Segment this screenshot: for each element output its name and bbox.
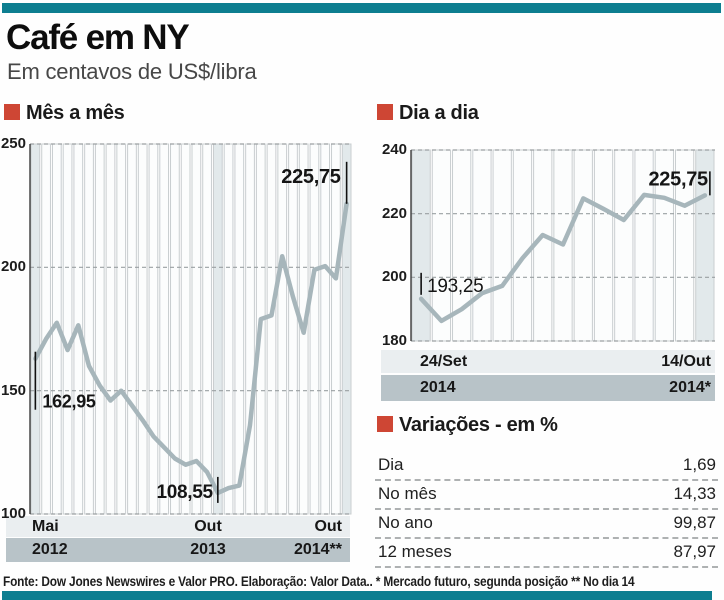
x-axis-label: 2013	[190, 541, 226, 558]
chart-band	[116, 143, 127, 515]
callout-value-label: 225,75	[648, 168, 708, 190]
x-axis-label: 24/Set	[420, 353, 468, 370]
top-accent-bar	[2, 3, 721, 13]
chart-band	[212, 143, 223, 515]
y-axis-tick-label: 100	[0, 505, 26, 522]
variation-value: 14,33	[673, 484, 716, 503]
variation-label: Dia	[378, 455, 404, 474]
variation-row: No mês 14,33	[375, 479, 718, 510]
monthly-x-axis-dates: Mai Out Out	[6, 516, 350, 537]
callout-value-label: 193,25	[427, 276, 483, 297]
monthly-x-axis-years: 2012 2013 2014**	[6, 538, 350, 562]
variation-row: Dia 1,69	[375, 450, 718, 481]
callout-value-label: 225,75	[281, 166, 341, 188]
chart-band	[41, 143, 51, 515]
y-axis-tick-label: 150	[0, 381, 26, 399]
chart-band	[191, 143, 202, 515]
y-axis-tick-label: 250	[0, 135, 26, 152]
y-axis-tick-label: 220	[381, 204, 407, 222]
chart-band	[614, 149, 634, 342]
variation-value: 99,87	[673, 513, 716, 532]
page-title: Café em NY	[6, 18, 190, 57]
section-label-monthly: Mês a mês	[26, 102, 125, 124]
chart-band	[309, 143, 320, 515]
red-square-bullet-icon	[4, 104, 20, 120]
chart-band	[277, 143, 288, 515]
variation-row: 12 meses 87,97	[375, 537, 718, 568]
source-line: Fonte: Dow Jones Newswires e Valor PRO. …	[3, 574, 635, 589]
chart-band	[159, 143, 170, 515]
chart-band	[320, 143, 331, 515]
chart-band	[202, 143, 212, 515]
x-axis-label: 2014	[420, 379, 456, 396]
y-axis-tick-label: 200	[0, 258, 26, 276]
y-axis-tick-label: 200	[381, 268, 407, 286]
chart-band	[148, 143, 159, 515]
y-axis-tick-label: 240	[381, 141, 407, 158]
chart-band	[472, 149, 492, 342]
chart-band	[62, 143, 73, 515]
page-subtitle: Em centavos de US$/libra	[7, 59, 257, 84]
chart-band	[512, 149, 533, 342]
chart-band	[30, 143, 41, 515]
chart-band	[170, 143, 180, 515]
chart-band	[573, 149, 593, 342]
variation-value: 87,97	[673, 542, 716, 561]
chart-band	[492, 149, 512, 342]
price-line	[33, 201, 349, 496]
variation-label: No mês	[378, 484, 437, 503]
chart-band	[84, 143, 94, 515]
x-axis-label: Mai	[32, 518, 59, 535]
chart-band	[180, 143, 191, 515]
variation-row: No ano 99,87	[375, 508, 718, 539]
chart-band	[137, 143, 148, 515]
callout-value-label: 108,55	[157, 482, 214, 503]
chart-band	[105, 143, 116, 515]
red-square-bullet-icon	[377, 104, 393, 120]
callout-value-label: 162,95	[42, 392, 96, 412]
variation-value: 1,69	[682, 455, 716, 474]
section-label-daily: Dia a dia	[399, 102, 479, 124]
y-axis-tick-label: 180	[381, 332, 407, 349]
x-axis-label: Out	[314, 518, 342, 535]
bottom-accent-bar	[2, 591, 712, 600]
chart-band	[223, 143, 234, 515]
chart-band	[94, 143, 105, 515]
price-line	[418, 192, 708, 324]
red-square-bullet-icon	[377, 416, 393, 432]
x-axis-label: 2012	[32, 541, 68, 558]
chart-band	[234, 143, 245, 515]
chart-band	[245, 143, 255, 515]
chart-band	[288, 143, 298, 515]
monthly-line-chart: 162,95 108,55 225,75	[29, 143, 352, 515]
chart-band	[331, 143, 341, 515]
chart-band	[411, 149, 431, 342]
section-label-variations: Variações - em %	[399, 414, 558, 436]
daily-x-axis-years: 2014 2014*	[381, 375, 715, 401]
daily-line-chart: 193,25 225,75	[410, 149, 715, 342]
daily-x-axis-dates: 24/Set 14/Out	[381, 350, 715, 373]
variation-label: No ano	[378, 513, 433, 532]
variation-label: 12 meses	[378, 542, 452, 561]
x-axis-label: 2014*	[669, 379, 711, 396]
x-axis-label: 2014**	[293, 541, 342, 558]
x-axis-label: Out	[194, 518, 222, 535]
chart-band	[127, 143, 137, 515]
x-axis-label: 14/Out	[661, 353, 711, 370]
chart-band	[266, 143, 277, 515]
chart-band	[593, 149, 614, 342]
